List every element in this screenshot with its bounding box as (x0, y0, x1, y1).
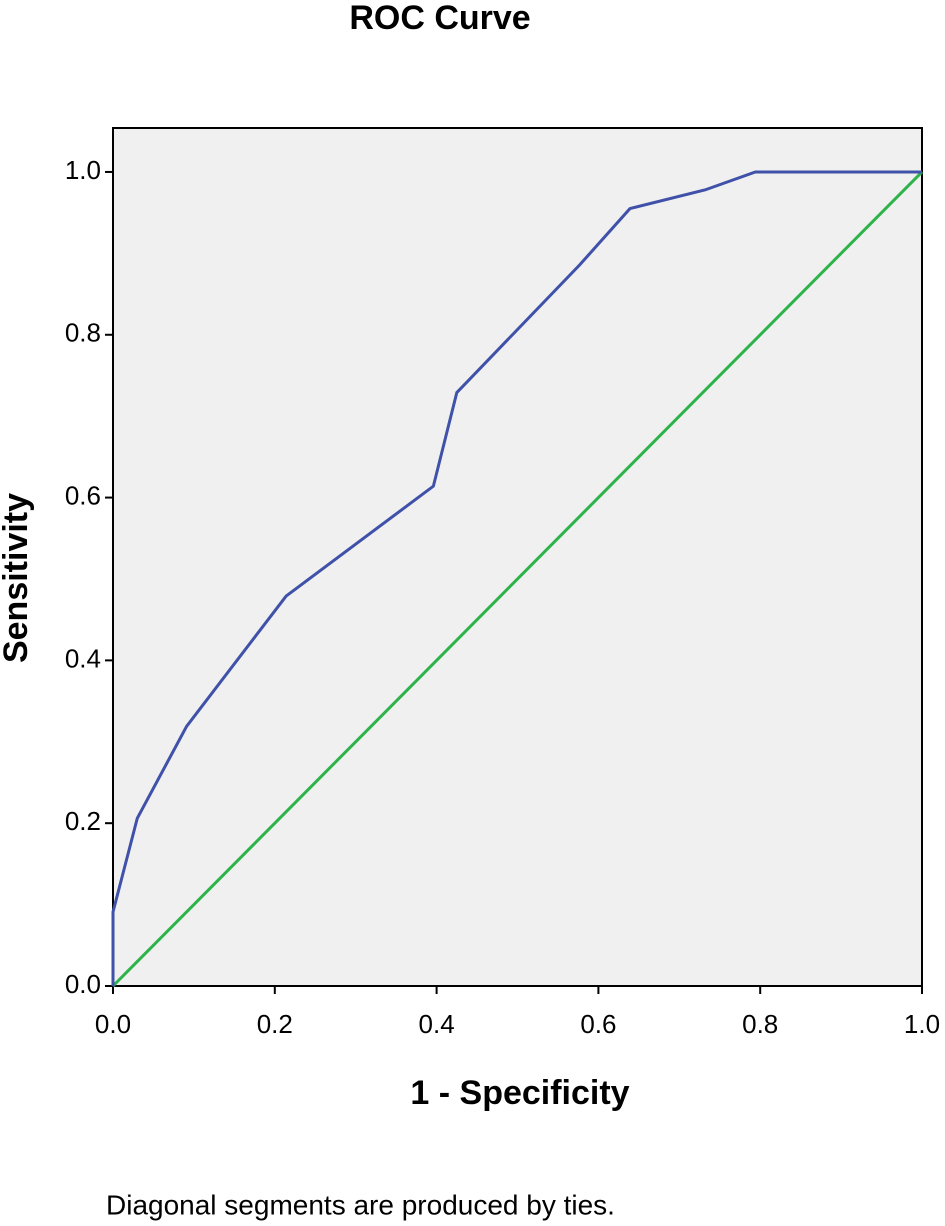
x-tick-label: 0.6 (580, 1009, 616, 1039)
x-tick-label: 0.0 (95, 1009, 131, 1039)
x-axis-label: 1 - Specificity (410, 1074, 629, 1112)
y-tick-label: 0.2 (65, 806, 101, 836)
plot-area (112, 127, 923, 987)
y-axis-label: Sensitivity (0, 493, 35, 663)
x-tick-label: 0.2 (257, 1009, 293, 1039)
chart-title: ROC Curve (349, 0, 530, 37)
x-tick-label: 0.8 (742, 1009, 778, 1039)
x-tick-label: 0.4 (419, 1009, 455, 1039)
x-tick-label: 1.0 (904, 1009, 940, 1039)
line-series (111, 170, 924, 988)
y-tick-label: 0.6 (65, 480, 101, 510)
line-series (111, 170, 922, 986)
footnote: Diagonal segments are produced by ties. (106, 1189, 615, 1220)
y-tick-label: 0.4 (65, 643, 101, 673)
y-tick-label: 0.8 (65, 318, 101, 348)
y-tick-label: 0.0 (65, 969, 101, 999)
y-tick-label: 1.0 (65, 155, 101, 185)
